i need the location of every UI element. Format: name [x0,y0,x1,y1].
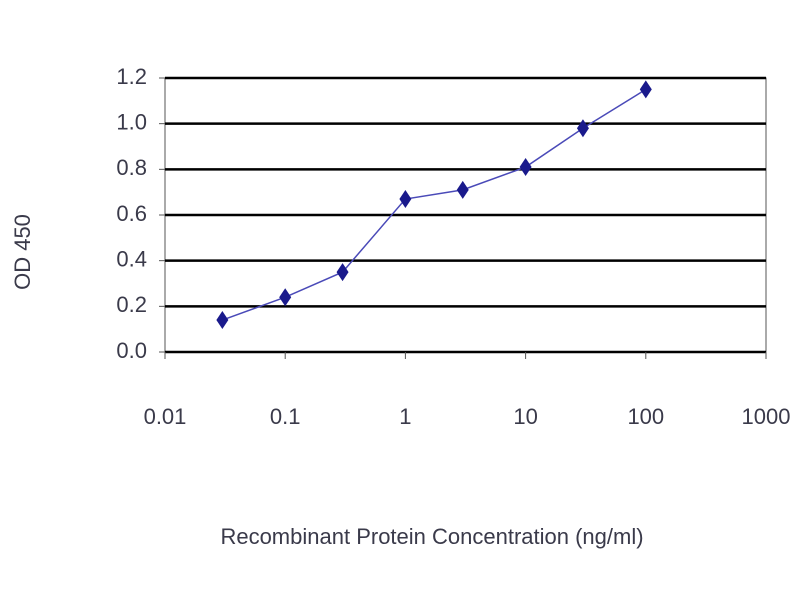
x-tick-label: 100 [627,404,664,429]
data-point [456,180,469,199]
data-point [639,80,652,99]
data-point [336,263,349,282]
data-point [279,288,292,307]
y-tick-label: 1.0 [116,109,147,134]
x-tick-label: 1 [399,404,411,429]
x-tick-label: 0.01 [144,404,187,429]
data-point [576,119,589,138]
x-tick-label: 0.1 [270,404,301,429]
y-tick-label: 0.8 [116,155,147,180]
data-point [216,311,229,330]
y-tick-label: 0.4 [116,246,147,271]
data-line [222,88,647,321]
y-tick-label: 0.0 [116,338,147,363]
x-tick-label: 10 [513,404,537,429]
y-tick-label: 0.6 [116,201,147,226]
x-axis-label: Recombinant Protein Concentration (ng/ml… [220,524,643,549]
y-tick-label: 1.2 [116,64,147,89]
x-tick-label: 1000 [742,404,791,429]
data-point [399,190,412,209]
y-tick-label: 0.2 [116,292,147,317]
data-point [519,158,532,177]
y-axis-label: OD 450 [10,214,35,290]
